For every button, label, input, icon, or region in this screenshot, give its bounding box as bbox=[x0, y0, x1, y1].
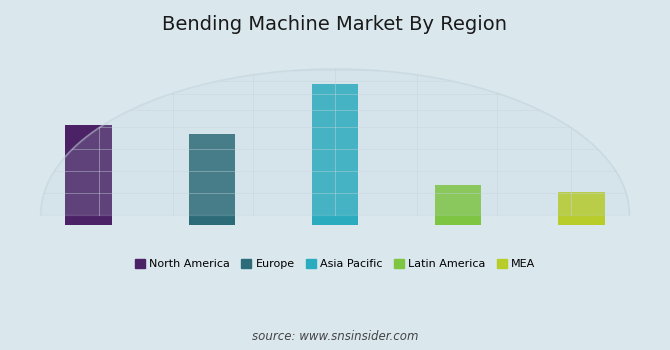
Title: Bending Machine Market By Region: Bending Machine Market By Region bbox=[163, 15, 507, 34]
Legend: North America, Europe, Asia Pacific, Latin America, MEA: North America, Europe, Asia Pacific, Lat… bbox=[130, 254, 540, 273]
Bar bbox=[188, 134, 235, 225]
Bar bbox=[435, 185, 482, 225]
Bar bbox=[557, 192, 604, 225]
Bar bbox=[312, 84, 358, 225]
Text: source: www.snsinsider.com: source: www.snsinsider.com bbox=[252, 330, 418, 343]
Bar bbox=[66, 125, 113, 225]
